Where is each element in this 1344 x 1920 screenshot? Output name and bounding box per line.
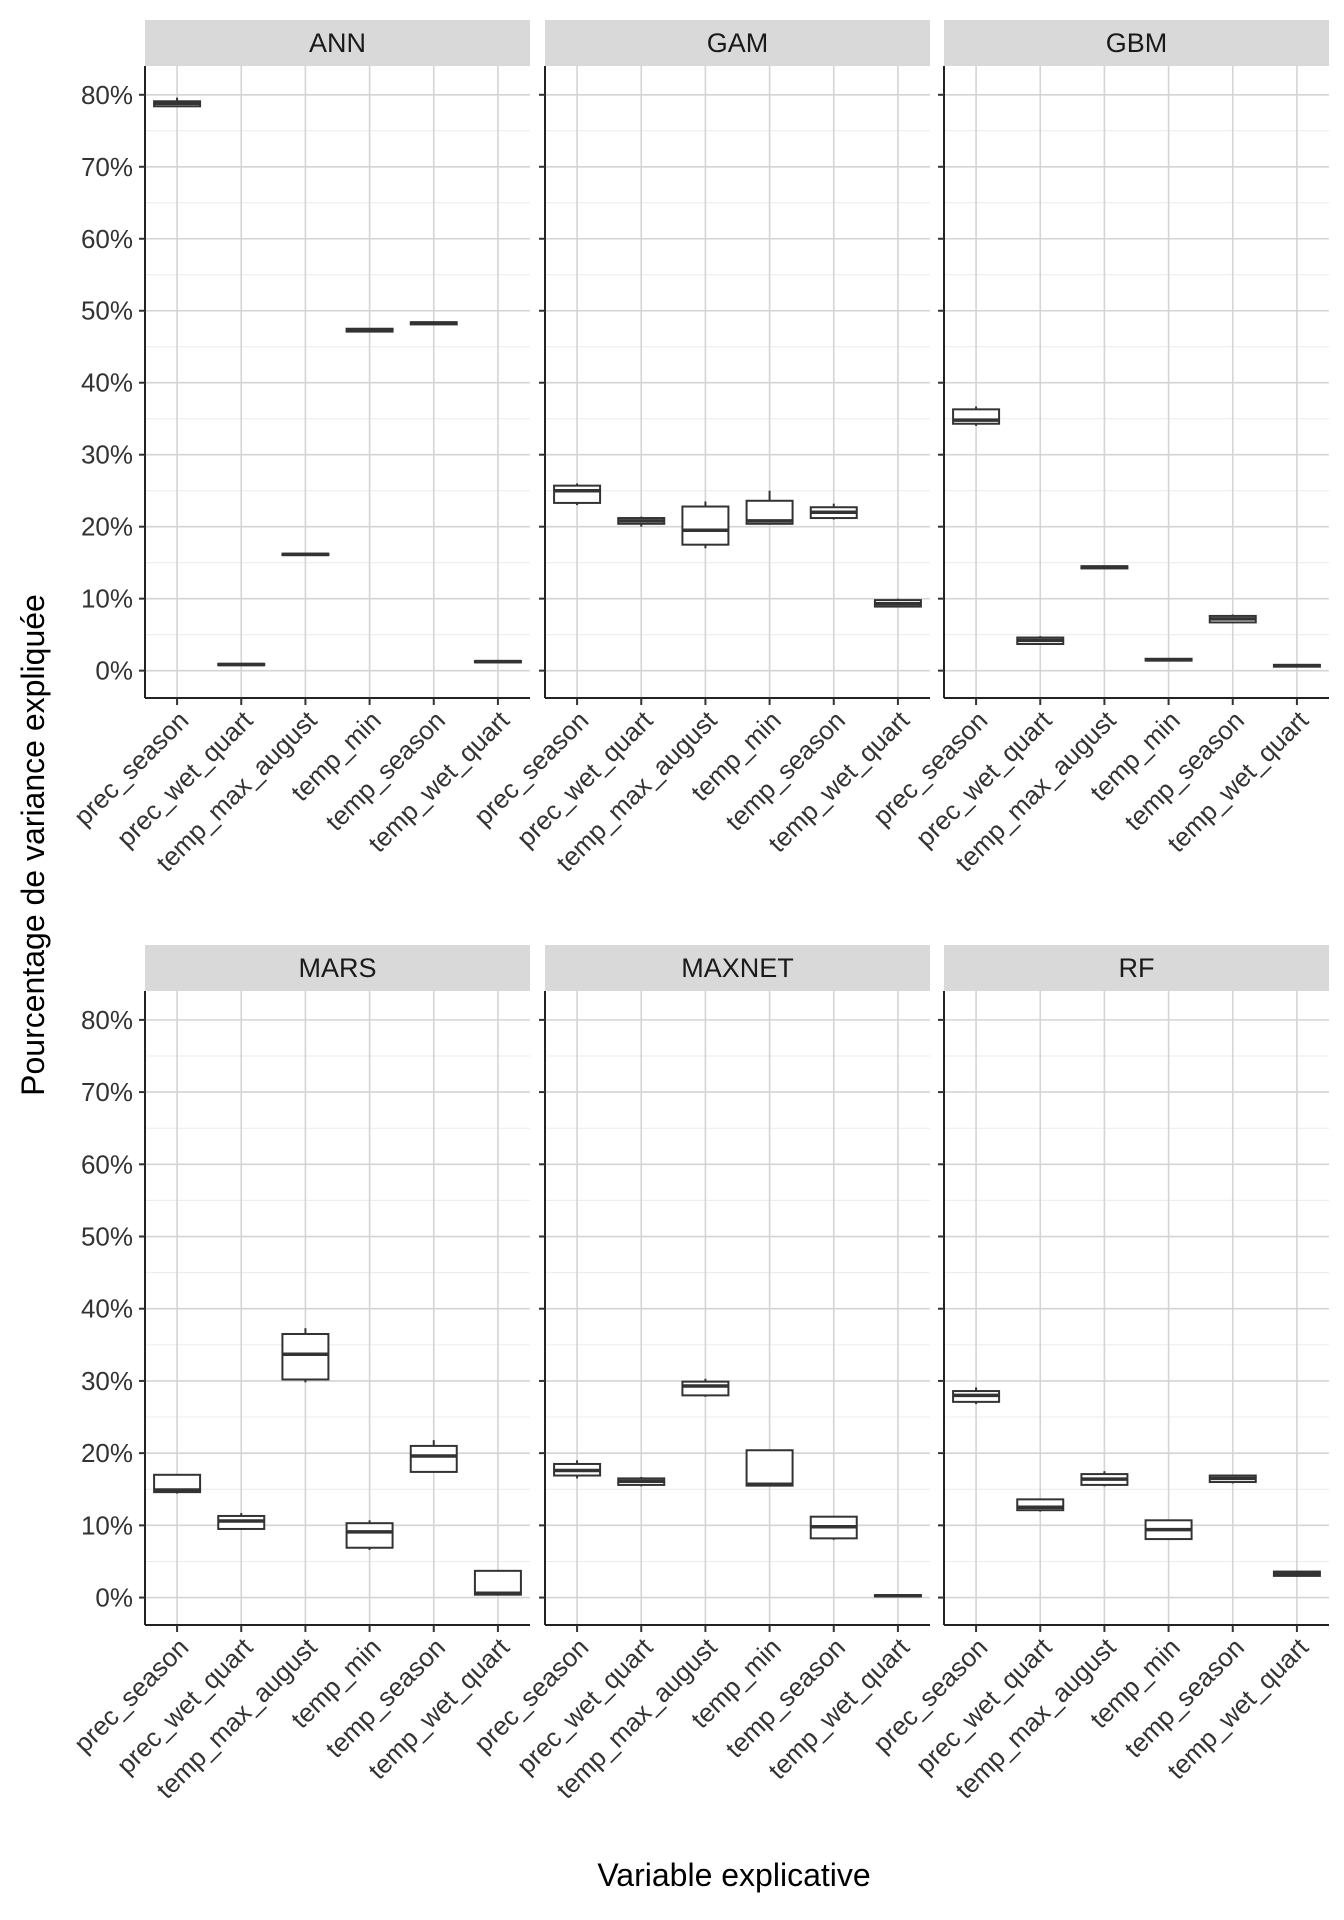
box-body [473,1569,522,1596]
y-tick-label: 60% [81,1149,133,1179]
box-gbm-temp-max-august [1080,565,1129,570]
y-tick-label: 50% [81,1222,133,1252]
y-tick-label: 80% [81,80,133,110]
box-gam-temp-max-august [681,501,730,549]
box-maxnet-temp-wet-quart [873,1594,922,1598]
box-ann-temp-season [409,321,458,326]
y-tick-label: 40% [81,1294,133,1324]
box-body [281,1332,330,1381]
box-maxnet-prec-wet-quart [617,1476,666,1487]
facet-strip-label: ANN [309,28,366,58]
box-ann-temp-wet-quart [473,659,522,664]
box-maxnet-temp-max-august [681,1378,730,1397]
box-body [681,1380,730,1397]
y-tick-label: 70% [81,152,133,182]
x-axis-title: Variable explicative [597,1857,870,1893]
box-body [681,505,730,546]
y-tick-label: 60% [81,224,133,254]
box-ann-temp-min [345,327,394,333]
facet-strip [944,945,1329,991]
box-body [745,499,794,525]
y-tick-label: 70% [81,1077,133,1107]
y-axis-title: Pourcentage de variance expliquée [15,594,51,1096]
box-rf-temp-season [1208,1474,1257,1484]
facet-strip [545,945,930,991]
box-ann-prec-season [153,97,202,108]
y-tick-label: 0% [95,656,133,686]
box-body [745,1449,794,1487]
facet-strip-label: GBM [1106,28,1168,58]
y-tick-label: 50% [81,296,133,326]
box-ann-prec-wet-quart [217,662,266,667]
y-tick-label: 10% [81,1510,133,1540]
box-mars-prec-wet-quart [217,1513,266,1530]
y-tick-label: 0% [95,1583,133,1613]
box-gam-temp-wet-quart [873,598,922,608]
facet-strip-label: RF [1119,953,1155,983]
y-tick-label: 40% [81,368,133,398]
facet-strip-label: MAXNET [681,953,794,983]
box-mars-prec-season [153,1473,202,1494]
box-body [345,1522,394,1549]
facet-strip-label: MARS [298,953,376,983]
box-maxnet-prec-season [553,1460,602,1479]
box-mars-temp-max-august [281,1328,330,1383]
box-rf-prec-season [952,1387,1001,1405]
box-rf-temp-min [1144,1519,1193,1541]
box-gbm-prec-wet-quart [1016,636,1065,646]
box-maxnet-temp-season [809,1515,858,1540]
box-body [553,484,602,504]
box-mars-temp-wet-quart [473,1569,522,1596]
facet-strip [145,945,530,991]
box-gbm-temp-min [1144,657,1193,662]
box-gam-temp-season [809,503,858,520]
box-gbm-prec-season [952,406,1001,426]
y-tick-label: 20% [81,512,133,542]
y-tick-label: 30% [81,1366,133,1396]
y-tick-label: 30% [81,440,133,470]
box-rf-temp-wet-quart [1272,1570,1321,1577]
facet-strip [545,20,930,66]
y-tick-label: 20% [81,1438,133,1468]
box-gam-temp-min [745,490,794,525]
box-mars-temp-season [409,1440,458,1473]
box-body [409,1444,458,1473]
y-tick-label: 10% [81,584,133,614]
box-gam-prec-wet-quart [617,516,666,527]
box-maxnet-temp-min [745,1449,794,1487]
box-body [153,1473,202,1494]
facet-strip [145,20,530,66]
box-ann-temp-max-august [281,552,330,557]
box-gbm-temp-season [1208,614,1257,624]
box-mars-temp-min [345,1520,394,1550]
box-rf-prec-wet-quart [1016,1498,1065,1512]
box-gam-prec-season [553,483,602,506]
box-body [1016,1498,1065,1512]
box-gbm-temp-wet-quart [1272,663,1321,668]
box-rf-temp-max-august [1080,1471,1129,1487]
y-tick-label: 80% [81,1005,133,1035]
facet-strip-label: GAM [707,28,769,58]
facet-strip [944,20,1329,66]
